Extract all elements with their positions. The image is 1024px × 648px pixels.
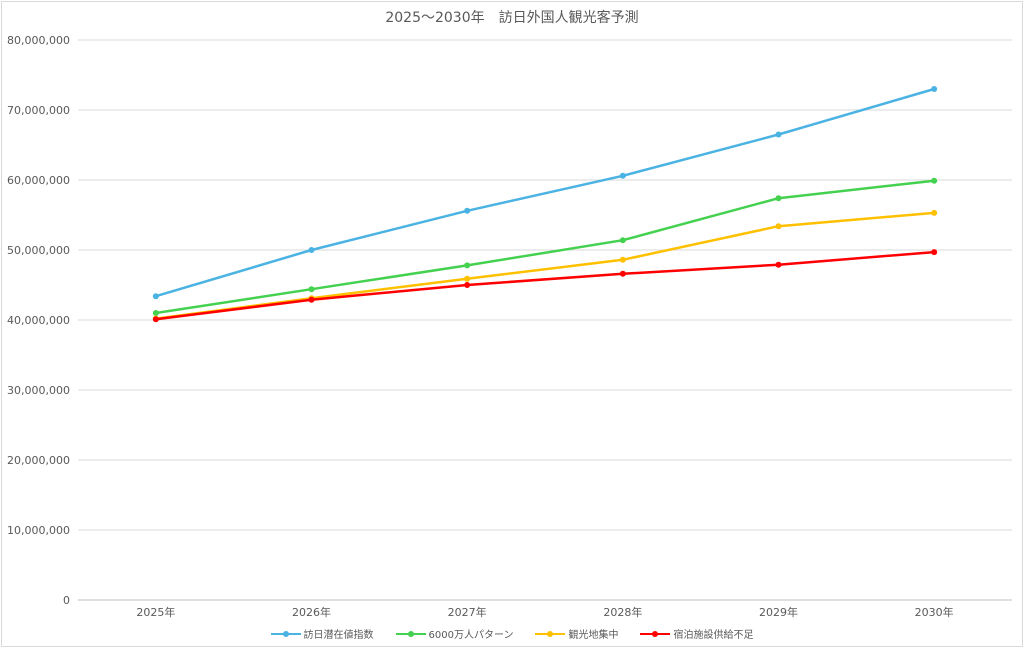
legend-label: 訪日潜在値指数: [303, 630, 374, 641]
legend-item: 観光地集中: [535, 626, 618, 641]
x-tick-label: 2029年: [759, 605, 798, 619]
series-line: [155, 250, 935, 321]
data-point: [152, 293, 159, 300]
legend: 訪日潜在値指数 6000万人パターン 観光地集中 宿泊施設供給不足: [0, 626, 1024, 641]
y-tick-label: 20,000,000: [7, 454, 70, 467]
y-tick-label: 70,000,000: [7, 104, 70, 117]
y-tick-label: 10,000,000: [7, 524, 70, 537]
x-tick-label: 2028年: [603, 605, 642, 619]
data-point: [619, 237, 626, 244]
x-tick-label: 2026年: [292, 605, 331, 619]
series-line: [155, 211, 935, 320]
data-point: [931, 86, 938, 92]
x-tick-label: 2025年: [136, 605, 175, 619]
y-tick-label: 80,000,000: [7, 34, 70, 47]
data-point: [775, 223, 782, 230]
legend-marker-icon: [640, 630, 671, 637]
x-tick-label: 2027年: [448, 605, 487, 619]
data-point: [152, 316, 159, 323]
legend-marker-icon: [395, 630, 426, 637]
data-point: [464, 275, 471, 282]
legend-marker-icon: [270, 630, 301, 637]
legend-marker-icon: [535, 630, 566, 637]
data-point: [619, 256, 626, 263]
data-point: [308, 247, 315, 253]
data-point: [308, 286, 315, 293]
data-point: [619, 172, 626, 179]
data-point: [775, 131, 782, 138]
data-point: [931, 177, 938, 184]
data-point: [931, 249, 938, 256]
y-tick-label: 0: [63, 594, 70, 607]
legend-item: 訪日潜在値指数: [270, 626, 374, 641]
legend-label: 6000万人パターン: [428, 630, 514, 641]
data-point: [464, 282, 471, 288]
y-tick-label: 50,000,000: [7, 244, 70, 257]
y-tick-label: 60,000,000: [7, 174, 70, 187]
y-tick-label: 30,000,000: [7, 384, 70, 397]
legend-label: 観光地集中: [568, 630, 619, 641]
chart-title: 2025～2030年 訪日外国人観光客予測: [385, 10, 639, 26]
legend-item: 6000万人パターン: [395, 626, 514, 641]
legend-label: 宿泊施設供給不足: [673, 630, 754, 641]
data-point: [775, 261, 782, 268]
series-line: [155, 87, 935, 298]
data-point: [308, 296, 315, 303]
data-point: [775, 195, 782, 202]
legend-item: 宿泊施設供給不足: [640, 626, 753, 641]
data-point: [931, 209, 938, 216]
series-line: [155, 179, 935, 315]
data-point: [464, 262, 471, 269]
data-point: [152, 310, 159, 316]
data-point: [619, 270, 626, 277]
x-tick-label: 2030年: [915, 605, 954, 619]
data-point: [464, 207, 471, 214]
y-tick-label: 40,000,000: [7, 314, 70, 327]
